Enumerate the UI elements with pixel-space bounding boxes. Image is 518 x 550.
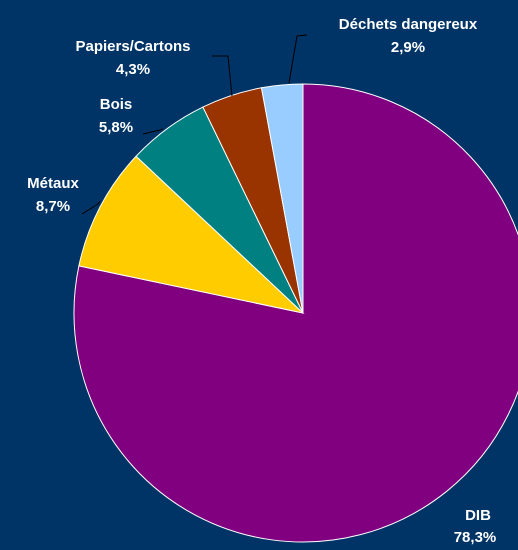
leader-line-bois (142, 128, 164, 135)
slice-value-papiers-cartons: 4,3% (116, 61, 150, 78)
slice-label-dib: DIB (465, 507, 491, 524)
slice-label-metaux: Métaux (27, 175, 79, 192)
slice-value-metaux: 8,7% (36, 198, 70, 215)
slice-label-papiers-cartons: Papiers/Cartons (75, 38, 190, 55)
pie-slice-metaux (78, 155, 305, 314)
slice-label-dechets-dangereux: Déchets dangereux (339, 16, 478, 33)
slice-value-dib: 78,3% (454, 529, 497, 546)
leader-line-papiers-cartons (212, 55, 233, 97)
pie-slice-dechets-dangereux (260, 83, 304, 314)
slice-value-bois: 5,8% (99, 119, 133, 136)
slice-label-bois: Bois (100, 96, 133, 113)
slice-value-dechets-dangereux: 2,9% (391, 39, 425, 56)
pie-slice-dib (73, 83, 518, 543)
leader-line-dechets-dangereux (288, 34, 308, 84)
leader-line-metaux (81, 200, 101, 215)
